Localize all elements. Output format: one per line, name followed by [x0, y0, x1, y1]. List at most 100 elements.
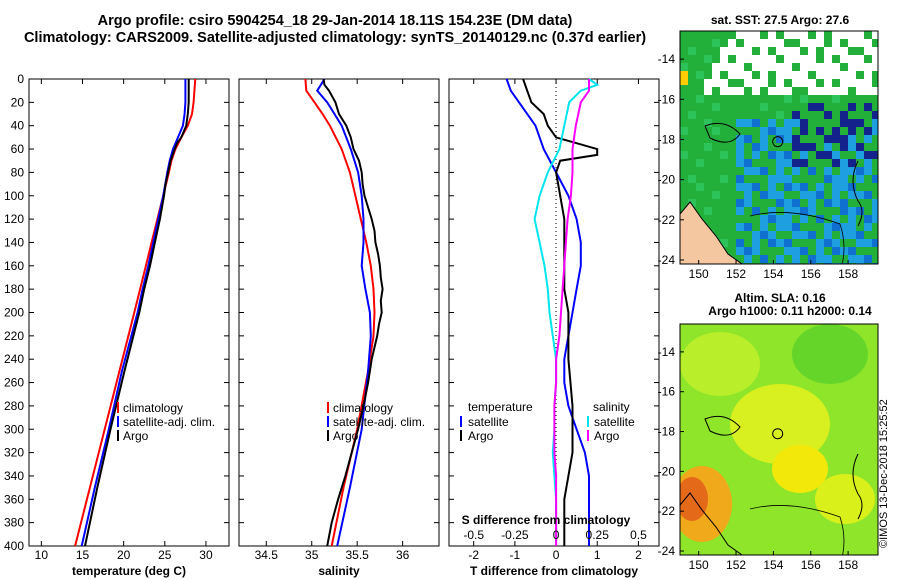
x-top-tick-label: 0: [553, 528, 560, 542]
sst-cell: [824, 151, 832, 159]
sst-cell: [800, 55, 808, 63]
sst-map-title: sat. SST: 27.5 Argo: 27.6: [710, 13, 850, 27]
sst-cell: [816, 183, 824, 191]
sst-cell: [784, 207, 792, 215]
sst-cell: [768, 207, 776, 215]
series-line-argo: [322, 78, 384, 547]
sst-cell: [792, 159, 800, 167]
sst-cell: [712, 63, 720, 71]
y-tick-label: 100: [4, 189, 24, 203]
sst-cell: [800, 183, 808, 191]
sst-cell: [728, 63, 736, 71]
sst-cell: [800, 71, 808, 79]
sst-cell: [760, 55, 768, 63]
sst-cell: [752, 39, 760, 47]
map-x-tick-label: 156: [801, 558, 821, 572]
sst-cell: [832, 247, 840, 255]
map-field: [680, 31, 878, 264]
sst-cell: [816, 31, 824, 39]
map-field: [680, 324, 878, 555]
sst-cell: [848, 135, 856, 143]
y-tick-label: 280: [4, 399, 24, 413]
sst-cell: [840, 135, 848, 143]
sst-cell: [784, 223, 792, 231]
sst-cell: [856, 87, 864, 95]
sst-cell: [776, 239, 784, 247]
sst-map: [679, 30, 879, 265]
reef-contour: [704, 122, 741, 143]
sst-cell: [800, 119, 808, 127]
y-tick-label: 20: [11, 95, 25, 109]
reef-contour: [852, 160, 863, 227]
sst-cell: [856, 255, 864, 263]
sst-cell: [840, 159, 848, 167]
sst-cell: [816, 247, 824, 255]
sst-cell: [744, 159, 752, 167]
sst-cell: [848, 71, 856, 79]
sst-cell: [784, 47, 792, 55]
legend-label: Argo: [123, 429, 149, 443]
sst-cell: [808, 207, 816, 215]
sst-cell: [760, 39, 768, 47]
sst-cell: [760, 79, 768, 87]
sst-cell: [848, 55, 856, 63]
map-x-tick-label: 158: [838, 558, 858, 572]
sst-cell: [744, 191, 752, 199]
sst-cell: [760, 71, 768, 79]
sst-cell: [736, 47, 744, 55]
sst-cell: [792, 55, 800, 63]
sst-cell: [720, 151, 728, 159]
map-x-tick-label: 154: [763, 558, 783, 572]
sst-cell: [856, 79, 864, 87]
sst-cell: [728, 71, 736, 79]
sst-cell: [784, 95, 792, 103]
argo-position-marker: [772, 428, 784, 440]
sst-cell: [752, 247, 760, 255]
sst-warm-cell: [680, 71, 688, 85]
sst-cell: [784, 127, 792, 135]
sst-cell: [792, 79, 800, 87]
sst-cell: [768, 151, 776, 159]
sst-cell: [776, 167, 784, 175]
sst-cell: [840, 143, 848, 151]
sst-cell: [736, 87, 744, 95]
sst-cell: [848, 159, 856, 167]
series-line-satellite-adj-clim-: [315, 78, 372, 547]
sst-cell: [856, 39, 864, 47]
sst-cell: [736, 199, 744, 207]
sst-cell: [744, 39, 752, 47]
sst-cell: [696, 71, 704, 79]
sst-cell: [872, 239, 878, 247]
x-axis-label: salinity: [318, 564, 360, 578]
sst-cell: [760, 215, 768, 223]
x-tick-label: 1: [594, 548, 601, 562]
sst-cell: [840, 199, 848, 207]
sst-cell: [784, 239, 792, 247]
sst-cell: [856, 239, 864, 247]
x-tick-label: -2: [468, 548, 479, 562]
sst-cell: [768, 31, 776, 39]
sst-cell: [776, 39, 784, 47]
sst-cell: [864, 63, 872, 71]
sst-cell: [800, 127, 808, 135]
sst-cell: [784, 87, 792, 95]
sst-cell: [760, 191, 768, 199]
sst-cell: [808, 167, 816, 175]
x-axis-label: temperature (deg C): [72, 564, 186, 578]
sst-cell: [744, 119, 752, 127]
sst-cell: [872, 151, 878, 159]
land-coastline: [680, 201, 743, 264]
map-y-tick-label: -18: [658, 132, 676, 146]
sst-cell: [824, 71, 832, 79]
sst-cell: [688, 175, 696, 183]
sst-cell: [752, 167, 760, 175]
sst-cell: [856, 119, 864, 127]
sst-cell: [840, 111, 848, 119]
sst-cell: [864, 79, 872, 87]
sst-cell: [784, 183, 792, 191]
sst-cell: [848, 247, 856, 255]
sst-cell: [808, 63, 816, 71]
sst-cell: [752, 207, 760, 215]
sla-blob: [730, 384, 830, 464]
sst-cell: [832, 175, 840, 183]
